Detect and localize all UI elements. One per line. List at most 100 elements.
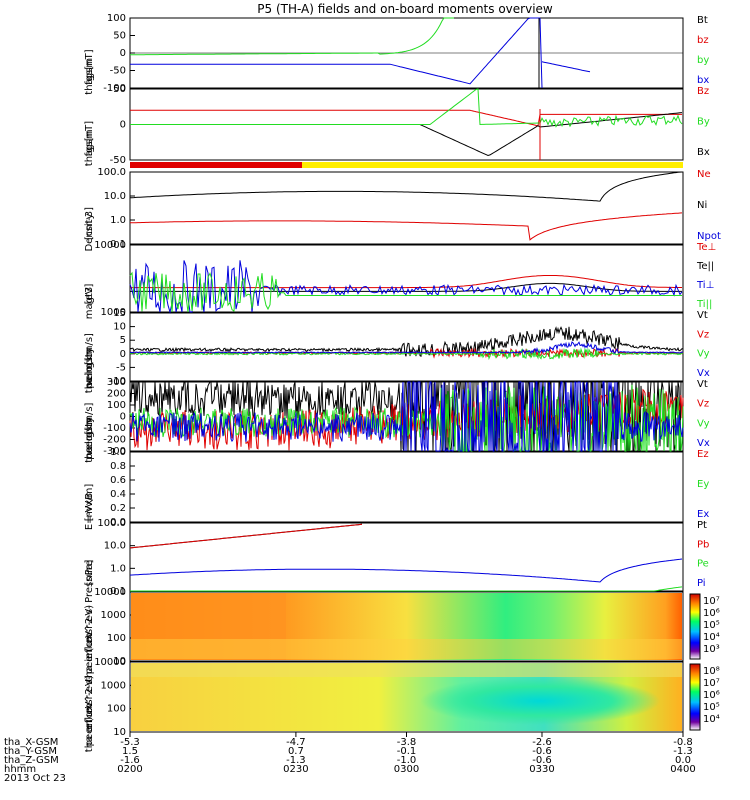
ytick-label: 1000 — [101, 680, 126, 691]
z-gsm-value: -1.3 — [286, 755, 306, 766]
ytick-label: 0 — [120, 349, 126, 360]
ytick-label: 0.1 — [110, 239, 126, 250]
hhmm-value: 0300 — [394, 764, 419, 775]
panel-frame-p3 — [129, 171, 684, 245]
legend-pi: Pi — [697, 578, 706, 589]
ytick-label: 0.1 — [110, 586, 126, 597]
colorbar-2 — [689, 663, 701, 731]
legend-pb: Pb — [697, 539, 709, 550]
colorbar-1 — [689, 593, 701, 660]
legend-vy: Vy — [697, 349, 710, 360]
ytick-label: 10000 — [94, 657, 126, 668]
z-gsm-value: -1.6 — [120, 755, 140, 766]
ytick-label: 10000 — [94, 587, 126, 598]
ytick-label: 10 — [113, 656, 126, 667]
ylabel-line: tha — [84, 377, 95, 393]
bx-decay — [541, 61, 591, 73]
status-bar-red — [130, 162, 302, 168]
ytick-label: 0.0 — [110, 517, 126, 528]
vy-line — [129, 347, 684, 361]
y-gsm-value: -0.6 — [532, 746, 552, 757]
y-gsm-value: 0.7 — [288, 746, 304, 757]
status-bar-yellow — [302, 162, 683, 168]
legend-bx: bx — [697, 75, 709, 86]
ytick-label: 1000 — [101, 307, 126, 318]
x-gsm-value: -3.8 — [397, 737, 417, 748]
ytick-label: 100.0 — [97, 518, 126, 529]
ylabel-line: eV — [84, 701, 95, 714]
ylabel-line: peir — [84, 654, 95, 674]
y-gsm-value: -1.3 — [673, 746, 693, 757]
ylabel-line: [nT] — [84, 121, 95, 141]
ylabel-line: [nPa] — [84, 559, 95, 585]
ylabel-line: fgs — [84, 70, 95, 85]
ylabel-line: tha — [84, 150, 95, 166]
panel-frame-p8 — [129, 522, 684, 592]
legend-vt: Vt — [697, 379, 708, 390]
ytick-label: 10 — [113, 727, 126, 738]
xaxis-row-label: 2013 Oct 23 — [4, 773, 66, 784]
ylabel-line: Pressure — [84, 560, 95, 603]
y-gsm-value: -0.1 — [397, 746, 417, 757]
ylabel-line: E=-VxB — [84, 493, 95, 530]
ylabel-line: eV — [84, 631, 95, 644]
ytick-label: 0.8 — [110, 461, 126, 472]
ylabel-line: magt3 — [84, 287, 95, 320]
ylabel-line: [eV] — [84, 284, 95, 305]
colorbar-label: 10⁸ — [703, 666, 720, 677]
ytick-label: 15 — [113, 308, 126, 319]
xaxis-row-label: tha_Y-GSM — [4, 746, 57, 757]
ylabel-line: (cm^2-s- — [84, 675, 95, 722]
ylabel-line: fgs — [84, 141, 95, 156]
ylabel-line: gsm — [84, 347, 95, 368]
ytick-label: 0 — [120, 120, 126, 131]
legend-vz: Vz — [697, 399, 709, 410]
ytick-label: -100 — [103, 423, 126, 434]
colorbar-label: 10⁴ — [703, 714, 720, 725]
legend-ni: Ni — [697, 200, 707, 211]
x-gsm-value: -5.3 — [120, 737, 140, 748]
peir-lowband — [131, 639, 682, 659]
ytick-label: 0.4 — [110, 489, 126, 500]
ylabel-line: sr-eV) — [84, 605, 95, 634]
ylabel-line: [cm-3] — [84, 207, 95, 240]
colorbar-label: 10⁶ — [703, 608, 720, 619]
ylabel-line: [km/s] — [84, 333, 95, 365]
ni-line — [129, 171, 683, 202]
ytick-label: -50 — [110, 155, 126, 166]
legend-te||: Te|| — [696, 261, 714, 272]
colorbar-label: 10⁷ — [703, 596, 720, 607]
xaxis-row-label: hhmm — [4, 764, 36, 775]
ytick-label: -50 — [110, 66, 126, 77]
ytick-label: 50 — [113, 84, 126, 95]
legend-pt: Pt — [697, 520, 707, 531]
ylabel-line: sr-eV) — [84, 675, 95, 704]
ylabel-line: eflux — [84, 705, 95, 730]
ytick-label: 10 — [113, 322, 126, 333]
legend-by: by — [697, 55, 709, 66]
z-gsm-value: -1.0 — [397, 755, 417, 766]
panel-frame-p9 — [129, 591, 684, 662]
legend-vt: Vt — [697, 310, 708, 321]
legend-pe: Pe — [697, 559, 709, 570]
ytick-label: 1.0 — [110, 215, 126, 226]
colorbar-label: 10⁴ — [703, 632, 720, 643]
ytick-label: 0.2 — [110, 503, 126, 514]
ylabel-line: tha — [84, 665, 95, 681]
plot-title: P5 (TH-A) fields and on-board moments ov… — [257, 2, 553, 16]
ylabel-p4: magt3[eV] — [84, 284, 95, 320]
bx-jump — [539, 17, 543, 89]
pi-line — [129, 558, 683, 583]
by-line — [129, 17, 454, 56]
colorbar-label: 10³ — [703, 644, 720, 655]
ytick-label: 100 — [107, 13, 126, 24]
ylabel-line: peem — [84, 431, 95, 459]
ylabel-line: velocity — [84, 347, 95, 386]
ylabel-line: tha — [84, 78, 95, 94]
